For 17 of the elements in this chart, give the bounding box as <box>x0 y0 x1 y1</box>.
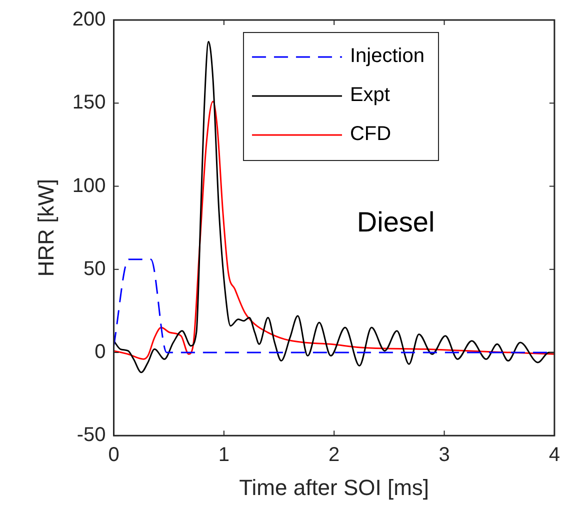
legend-label: Expt <box>350 84 390 107</box>
line-series <box>114 40 554 374</box>
y-tick-label: 0 <box>94 340 106 363</box>
y-axis-title: HRR [kW] <box>33 178 58 277</box>
annotation: Diesel <box>356 206 435 238</box>
x-tick-label: 1 <box>218 444 230 466</box>
x-tick-label: 4 <box>548 444 560 466</box>
y-tick-label: 50 <box>84 258 106 280</box>
x-tick-label: 2 <box>328 444 340 466</box>
legend-label: Injection <box>350 45 424 68</box>
y-tick-label: -50 <box>76 424 106 446</box>
y-tick-label: 200 <box>72 8 106 31</box>
x-axis-title: Time after SOI [ms] <box>239 474 430 500</box>
y-tick-label: 150 <box>72 92 106 114</box>
x-tick-label: 3 <box>438 444 450 466</box>
legend-label: CFD <box>350 123 392 146</box>
y-tick-label: 100 <box>72 174 106 197</box>
